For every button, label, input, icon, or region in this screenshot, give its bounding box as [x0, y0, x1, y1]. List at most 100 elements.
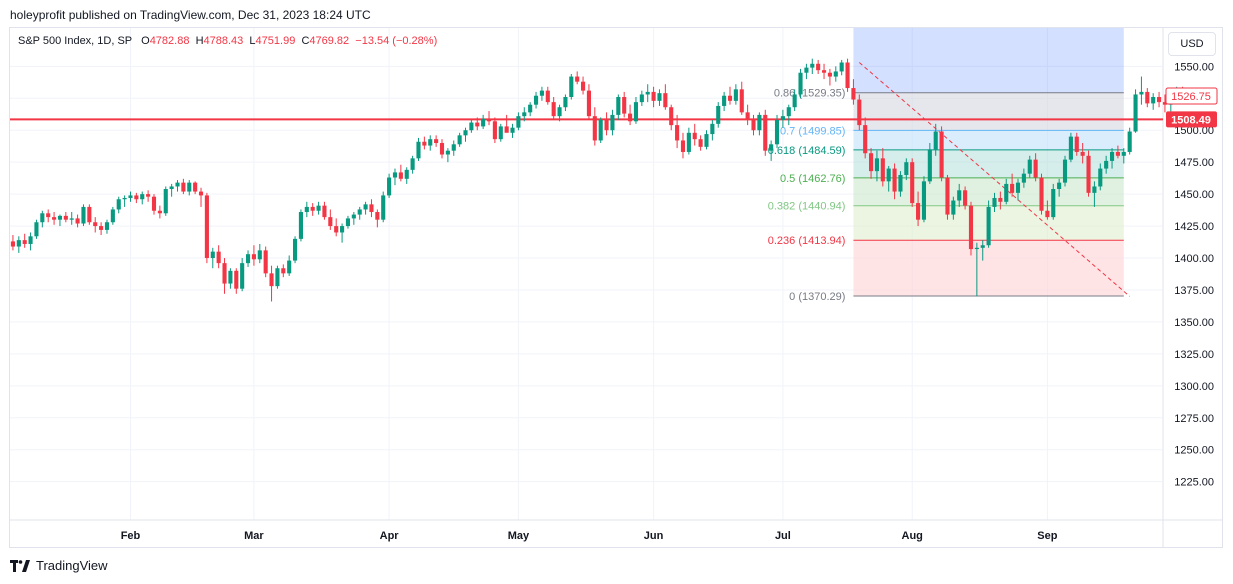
candle — [151, 194, 157, 215]
candle — [880, 148, 885, 187]
publisher-line: holeyprofit published on TradingView.com… — [10, 8, 371, 22]
candle — [774, 114, 780, 149]
candle — [416, 137, 421, 161]
candle-body — [445, 150, 450, 155]
fib-level-label-0.5: 0.5 (1462.76) — [780, 173, 845, 185]
time-tick-Feb: Feb — [121, 530, 141, 542]
price-tick-label: 1350.00 — [1174, 317, 1214, 329]
candle — [1080, 143, 1085, 164]
candle-body — [563, 97, 568, 108]
candle-body — [998, 197, 1003, 202]
candle — [927, 143, 932, 184]
candle — [34, 219, 39, 239]
candle-body — [851, 88, 856, 100]
candle-body — [163, 189, 168, 214]
candle-body — [710, 123, 715, 135]
candle — [475, 117, 480, 131]
current-price-label: 1526.75 — [1171, 91, 1211, 103]
candle-body — [104, 222, 110, 230]
candle-body — [1115, 151, 1120, 156]
candle-body — [116, 199, 121, 210]
candle-body — [921, 181, 927, 220]
candle-body — [451, 144, 456, 151]
candle-body — [157, 210, 162, 214]
candle-body — [827, 72, 832, 77]
candle — [1021, 168, 1026, 188]
candle — [293, 236, 298, 264]
candle-body — [151, 196, 157, 211]
candle-body — [939, 131, 944, 178]
candle-body — [1039, 177, 1044, 211]
candle-body — [945, 177, 950, 215]
candle-body — [545, 90, 550, 103]
currency-button[interactable]: USD — [1168, 32, 1216, 56]
candle — [345, 215, 351, 229]
candle — [1027, 155, 1032, 178]
candle — [404, 167, 409, 184]
time-tick-Jun: Jun — [644, 530, 664, 542]
candle — [539, 86, 544, 101]
candle-body — [110, 209, 115, 223]
candle-body — [439, 143, 445, 155]
candle — [968, 201, 974, 256]
candle — [722, 91, 727, 112]
candle — [845, 58, 850, 92]
change-value: −13.54 (−0.28%) — [355, 35, 438, 47]
candle — [545, 86, 550, 105]
candle-body — [904, 162, 909, 175]
candle — [63, 212, 68, 223]
candle — [204, 192, 209, 264]
candle — [169, 183, 174, 197]
candle-body — [845, 62, 850, 89]
open-value: 4782.88 — [149, 35, 190, 47]
candle — [40, 210, 45, 228]
candle — [69, 212, 74, 225]
candle-body — [1080, 151, 1085, 156]
candle-body — [275, 268, 280, 287]
candle — [451, 140, 456, 156]
candle-body — [510, 127, 515, 133]
candle — [892, 163, 897, 200]
tradingview-logo-icon — [10, 559, 30, 572]
candle — [216, 245, 221, 269]
fib-zone-0.7 — [853, 130, 1124, 150]
candle-body — [1027, 159, 1032, 174]
candle-body — [1139, 91, 1144, 95]
candle-body — [1151, 97, 1156, 104]
candle-body — [10, 241, 15, 247]
candle — [122, 195, 127, 207]
candle-body — [669, 107, 674, 126]
hline-price-label: 1508.49 — [1171, 114, 1211, 126]
candle-body — [586, 90, 591, 117]
price-tick-label: 1450.00 — [1174, 189, 1214, 201]
symbol-label[interactable]: S&P 500 Index, 1D, SP — [18, 35, 132, 47]
candle-body — [434, 139, 439, 144]
candle-body — [457, 135, 462, 145]
candle-body — [857, 99, 862, 126]
candle-body — [774, 120, 780, 145]
chart-frame[interactable] — [9, 27, 1223, 548]
candle — [469, 120, 474, 133]
candle-body — [810, 63, 815, 68]
candle-body — [240, 263, 245, 289]
candle-body — [363, 204, 368, 210]
candle — [974, 242, 979, 297]
candle-body — [592, 116, 597, 141]
candle — [316, 201, 321, 215]
candle-body — [304, 206, 309, 213]
candle-body — [1045, 210, 1050, 218]
candle — [598, 117, 603, 144]
candle-body — [369, 204, 374, 213]
candle-body — [198, 191, 204, 196]
candle-body — [222, 263, 227, 284]
candle-body — [886, 168, 891, 182]
candle — [1109, 148, 1115, 169]
candle — [175, 180, 180, 192]
candle — [357, 206, 362, 220]
candle — [857, 94, 862, 131]
candle-body — [16, 240, 21, 247]
candle — [733, 84, 738, 105]
candle-body — [251, 254, 256, 260]
candle-body — [404, 169, 409, 179]
